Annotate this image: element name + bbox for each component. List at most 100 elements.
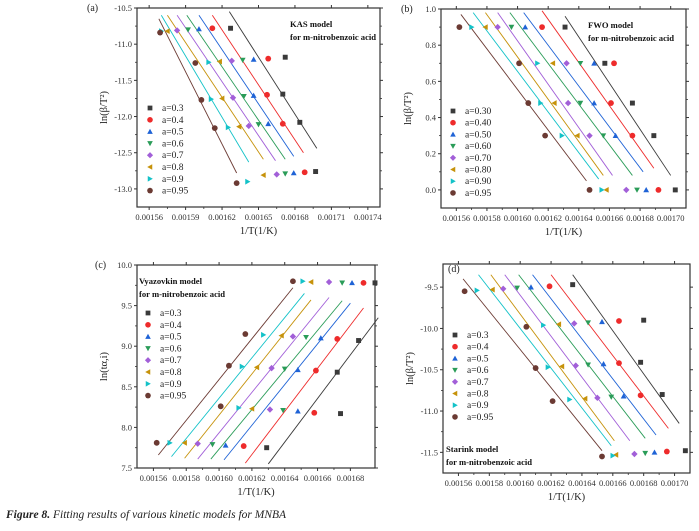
data-point-0.8 [216, 58, 222, 65]
y-axis-label: ln(β/T²) [405, 352, 416, 385]
panel-a: 0.00156 0.00159 0.00162 0.00165 0.00168 0.001… [87, 3, 383, 237]
data-point-0.3 [570, 282, 576, 288]
x-tick-label: 0.00166 [596, 213, 624, 223]
legend-entry: a=0.4 [160, 321, 182, 331]
x-tick-label: 0.00158 [473, 213, 501, 223]
data-point-0.6 [634, 187, 640, 193]
data-point-0.6 [642, 450, 649, 457]
legend-entry: a=0.95 [162, 187, 188, 197]
data-point-0.3 [334, 369, 340, 375]
data-point-0.5 [528, 284, 534, 290]
x-tick-label: 0.00156 [140, 473, 168, 483]
data-point-0.7 [623, 186, 630, 194]
data-point-0.95 [525, 100, 532, 106]
data-point-0.4 [616, 318, 622, 324]
fit-line-0.9 [472, 12, 600, 180]
data-point-0.5 [522, 24, 529, 30]
y-tick-label: -10.5 [420, 365, 438, 375]
data-point-0.4 [313, 367, 319, 374]
y-tick-label: 8.5 [121, 382, 132, 392]
legend-entry: a=0.9 [162, 175, 184, 185]
data-point-0.5 [317, 335, 324, 341]
panel-c: 0.00156 0.00158 0.00160 0.00162 0.00164 0.001… [95, 260, 379, 498]
data-point-0.9 [225, 124, 232, 131]
legend: a=0.3 a=0.4 a=0.5a=0.6 a=0.7 a=0.8 a=0.9 a=0.9… [146, 104, 188, 197]
fit-line-0.8 [184, 299, 312, 459]
data-point-0.8 [308, 279, 314, 285]
model-title: Starink model [446, 444, 499, 454]
data-point-0.9 [567, 396, 573, 403]
legend-marker-0.7 [144, 357, 152, 364]
data-point-0.6 [608, 394, 615, 400]
y-tick-label: -11.5 [421, 447, 438, 457]
data-point-0.8 [549, 60, 556, 67]
data-point-0.6 [508, 24, 515, 30]
x-axis-label: 1/T(1/K) [548, 492, 586, 503]
data-point-0.7 [245, 122, 252, 130]
legend-entry: a=0.6 [160, 344, 182, 354]
figure-caption: Figure 8. Fitting results of various kin… [6, 509, 286, 521]
legend-marker-0.6 [147, 141, 153, 147]
y-tick-label: -12.0 [114, 112, 132, 122]
y-tick-label: 9.5 [121, 301, 132, 311]
data-point-0.8 [253, 364, 260, 371]
legend-entry: a=0.8 [160, 368, 182, 378]
data-point-0.8 [248, 405, 255, 412]
data-point-0.7 [228, 57, 235, 65]
legend-entry: a=0.3 [162, 104, 184, 114]
legend-marker-0.3 [147, 105, 153, 111]
panel-b: 0.00156 0.00158 0.00160 0.00162 0.00164 0.001… [401, 4, 689, 238]
y-tick-label: -11.5 [115, 75, 132, 85]
legend-marker-0.7 [146, 152, 154, 159]
x-tick-label: 0.00162 [537, 478, 565, 488]
legend-marker-0.3 [145, 310, 151, 316]
fit-line-0.9 [478, 274, 612, 447]
data-point-0.9 [535, 60, 541, 67]
data-point-0.3 [629, 100, 635, 106]
model-subtitle: for m-nitrobenzoic acid [290, 32, 376, 42]
legend-marker-0.8 [450, 166, 456, 173]
x-axis-label: 1/T(1/K) [240, 226, 278, 237]
data-point-0.7 [563, 60, 570, 67]
y-tick-label: 0.6 [425, 76, 436, 86]
legend-marker-0.9 [452, 402, 458, 408]
fit-line-0.95 [462, 278, 603, 451]
data-point-0.5 [620, 393, 627, 399]
x-tick-label: 0.00171 [318, 212, 346, 222]
data-point-0.9 [610, 452, 616, 459]
legend-entry: a=0.7 [162, 151, 184, 161]
data-point-0.8 [551, 100, 557, 106]
legend-entry: a=0.30 [465, 107, 491, 117]
data-point-0.7 [273, 171, 280, 178]
fit-line-0.7 [504, 274, 631, 442]
y-tick-label: 9.0 [121, 341, 132, 351]
data-point-0.3 [682, 448, 688, 454]
data-point-0.3 [338, 411, 343, 417]
legend-marker-0.9 [450, 178, 456, 184]
y-tick-label: 0.4 [425, 113, 436, 123]
data-point-0.7 [500, 285, 507, 292]
data-point-0.95 [226, 362, 232, 369]
data-point-0.4 [539, 24, 545, 30]
data-point-0.5 [294, 408, 301, 414]
legend-entry: a=0.50 [465, 130, 491, 140]
legend-entry: a=0.60 [465, 142, 491, 152]
data-point-0.6 [585, 362, 592, 368]
data-point-0.7 [586, 132, 593, 139]
data-point-0.7 [229, 94, 237, 101]
fit-line-0.5 [223, 302, 351, 461]
x-tick-label: 0.00164 [565, 213, 593, 223]
data-point-0.8 [181, 439, 187, 446]
fit-line-0.4 [541, 10, 655, 169]
data-point-0.6 [241, 93, 247, 100]
data-point-0.7 [194, 440, 201, 447]
fit-line-0.95 [157, 287, 294, 456]
data-point-0.4 [209, 25, 216, 32]
data-point-0.8 [603, 187, 609, 193]
data-point-0.8 [164, 28, 170, 35]
data-point-0.3 [228, 25, 234, 31]
fit-line-0.9 [160, 15, 250, 163]
data-point-0.6 [585, 320, 592, 326]
legend-marker-0.95 [450, 190, 456, 196]
